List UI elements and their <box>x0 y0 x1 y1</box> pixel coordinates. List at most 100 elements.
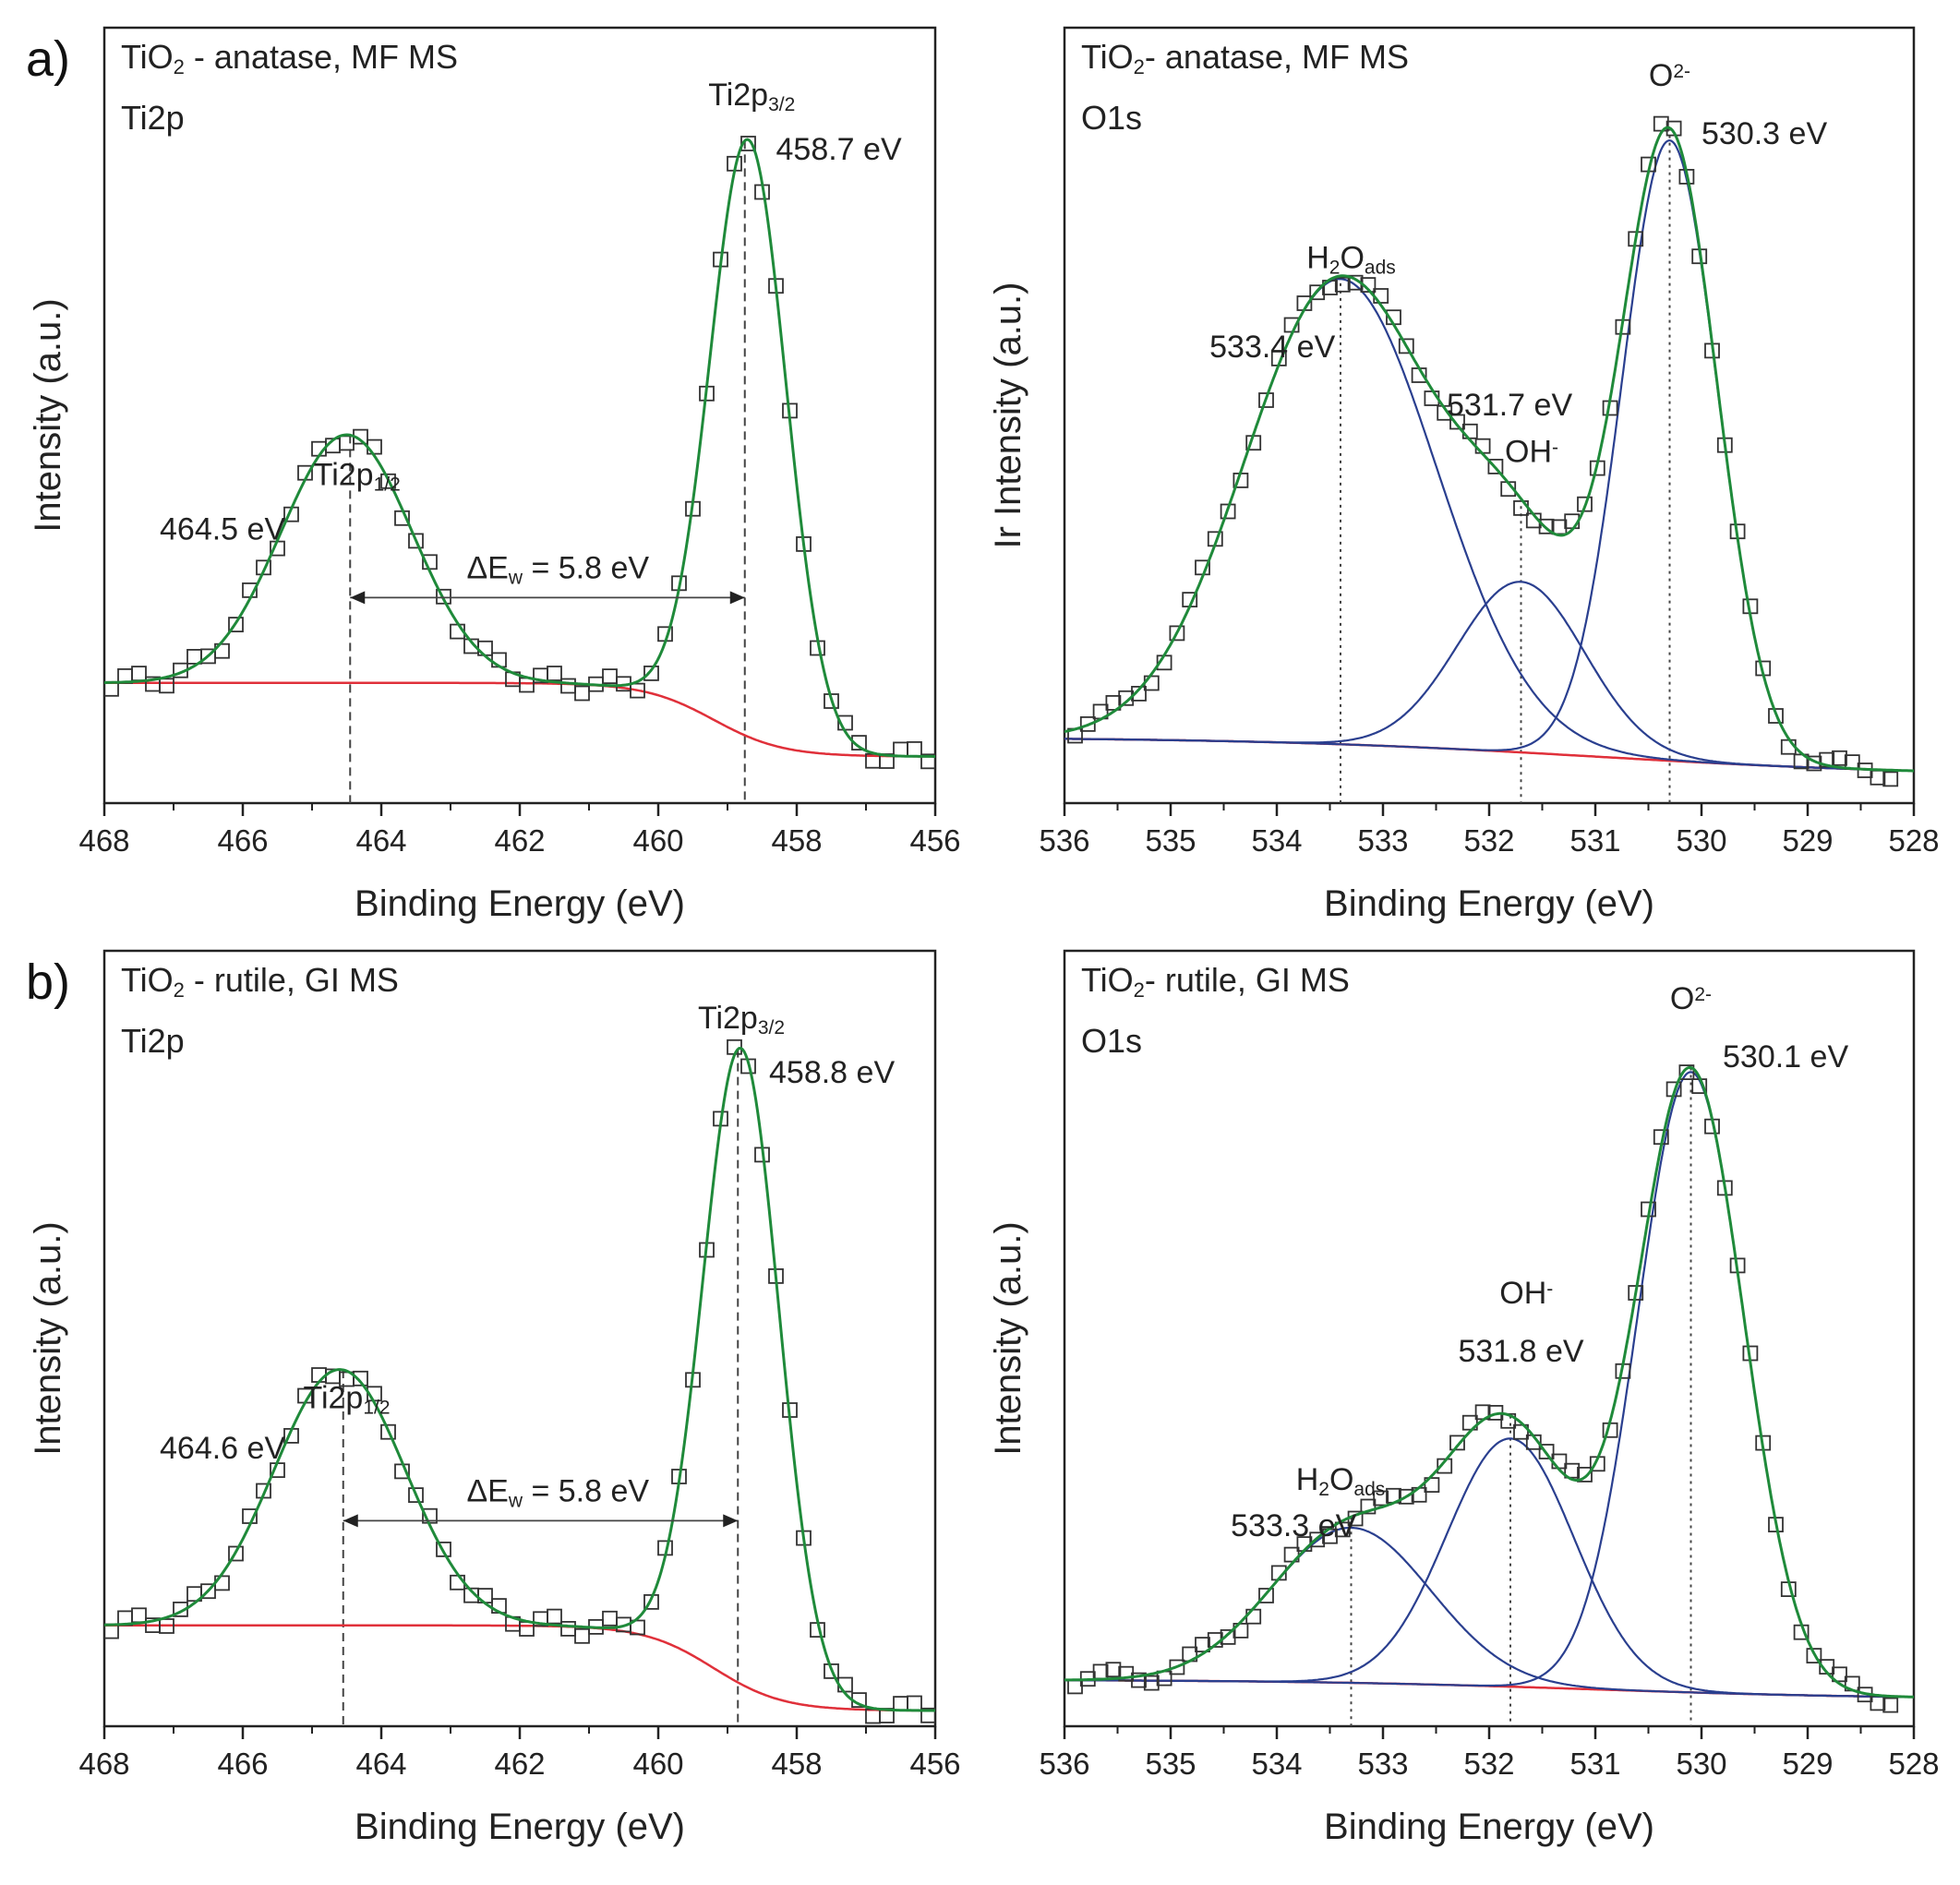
label-part: Ti2p <box>121 1022 185 1060</box>
peak-annotation: Ti2p3/2 <box>708 78 795 115</box>
peak-annotation: H2Oads <box>1306 240 1396 278</box>
panel-title-line: Ti2p <box>121 1022 185 1060</box>
peak-annotation: Ti2p3/2 <box>698 1001 785 1039</box>
data-point <box>1832 1666 1847 1683</box>
x-tick-label: 534 <box>1251 823 1302 858</box>
x-tick-label: 462 <box>494 823 545 858</box>
row-label-a: a) <box>26 31 70 87</box>
x-tick-label: 529 <box>1782 823 1833 858</box>
data-point <box>602 1610 618 1627</box>
data-point <box>560 678 576 694</box>
label-part: ΔE <box>466 1473 508 1508</box>
x-axis-label: Binding Energy (eV) <box>1324 1807 1654 1847</box>
label-part: 458.7 eV <box>776 132 902 167</box>
label-part: TiO <box>1081 38 1134 76</box>
label-part: = 5.8 eV <box>523 550 649 585</box>
label-part: 2 <box>174 55 185 78</box>
data-point <box>1373 1490 1389 1507</box>
data-point <box>1398 338 1414 354</box>
peak-annotation: H2Oads <box>1296 1462 1386 1500</box>
data-point <box>893 1696 908 1711</box>
peak-annotation: O2- <box>1670 981 1712 1016</box>
label-part: 458.8 eV <box>769 1055 895 1090</box>
chart-b-o1s: 536 535 534 533 532 531 530 529 528 Binding Energ… <box>988 949 1940 1847</box>
peak-annotation: 530.1 eV <box>1723 1039 1848 1075</box>
label-part: 531.7 eV <box>1447 388 1572 423</box>
x-tick-label: 466 <box>217 823 268 858</box>
data-point <box>436 588 451 605</box>
data-point <box>824 1663 839 1679</box>
component-curve <box>1064 1526 1914 1699</box>
label-part: 2 <box>1134 979 1145 1002</box>
data-point <box>630 682 645 699</box>
label-part: Ti2p <box>121 99 185 137</box>
label-part: OH <box>1505 434 1552 469</box>
component-curve <box>1064 1071 1914 1699</box>
peak-annotation: Ti2p1/2 <box>303 1381 390 1419</box>
x-tick-label: 528 <box>1888 1747 1939 1781</box>
label-part: 533.4 eV <box>1209 330 1335 365</box>
x-tick-label: 535 <box>1145 823 1196 858</box>
data-point <box>1220 503 1236 520</box>
label-part: O <box>1649 58 1673 93</box>
data-point <box>1169 1659 1185 1675</box>
y-axis-label: Intensity (a.u.) <box>988 1221 1028 1455</box>
label-part: - anatase, MF MS <box>185 38 458 76</box>
data-point <box>907 1695 922 1711</box>
x-tick-label: 530 <box>1676 823 1726 858</box>
label-part: 530.1 eV <box>1723 1039 1848 1075</box>
data-point <box>1334 276 1351 293</box>
data-point <box>228 617 244 632</box>
panel-title-line: TiO2- anatase, MF MS <box>1081 38 1409 78</box>
y-axis-label: Intensity (a.u.) <box>28 1221 68 1455</box>
arrow-head-right <box>723 1514 739 1528</box>
data-point <box>547 666 562 681</box>
label-part: Ti2p <box>698 1001 758 1036</box>
plot-area <box>104 136 935 803</box>
data-point <box>1195 1637 1210 1652</box>
data-point <box>1449 1435 1465 1451</box>
x-tick-label: 536 <box>1039 1747 1089 1781</box>
plot-area <box>1064 115 1914 803</box>
data-point <box>1131 1672 1147 1688</box>
data-point <box>1309 284 1326 301</box>
panel-title-line: O1s <box>1081 1022 1142 1060</box>
data-point <box>1487 458 1504 474</box>
chart-a-ti2p: 468 466 464 462 460 458 456 Binding Energy (eV)… <box>28 26 961 924</box>
label-part: 2 <box>1134 55 1145 78</box>
y-axis-label: Ir Intensity (a.u.) <box>988 282 1028 549</box>
data-point <box>1882 1697 1899 1713</box>
label-part: 464.5 eV <box>160 511 285 546</box>
y-axis-label: Intensity (a.u.) <box>28 298 68 532</box>
plot-area <box>104 1039 935 1726</box>
chart-a-o1s: 536 535 534 533 532 531 530 529 528 Binding Energ… <box>988 26 1940 924</box>
data-point <box>367 438 382 455</box>
x-tick-label: 535 <box>1145 1747 1196 1781</box>
data-point <box>1768 708 1784 724</box>
peak-annotation: OH- <box>1505 434 1558 469</box>
label-part: TiO <box>121 38 174 76</box>
peak-annotation: OH- <box>1499 1276 1553 1311</box>
peak-annotation: O2- <box>1649 58 1690 93</box>
data-point <box>1105 1662 1122 1678</box>
data-point <box>1143 1675 1160 1691</box>
data-point <box>865 1708 881 1724</box>
plot-area <box>1064 1064 1914 1726</box>
peak-annotation: 458.8 eV <box>769 1055 895 1090</box>
x-tick-label: 533 <box>1357 823 1408 858</box>
x-tick-label: 529 <box>1782 1747 1833 1781</box>
label-part: ads <box>1353 1479 1385 1500</box>
data-point <box>131 666 147 681</box>
envelope-curve <box>1064 126 1914 773</box>
data-point <box>1258 1588 1274 1603</box>
data-point <box>547 1608 562 1625</box>
data-point <box>1092 1663 1109 1680</box>
data-point <box>1398 1488 1414 1505</box>
data-point <box>920 753 935 770</box>
data-point <box>1870 769 1886 786</box>
label-part: w <box>508 1490 523 1511</box>
label-part: TiO <box>121 961 174 999</box>
label-part: Ti2p <box>708 78 768 113</box>
data-point <box>1882 771 1899 787</box>
